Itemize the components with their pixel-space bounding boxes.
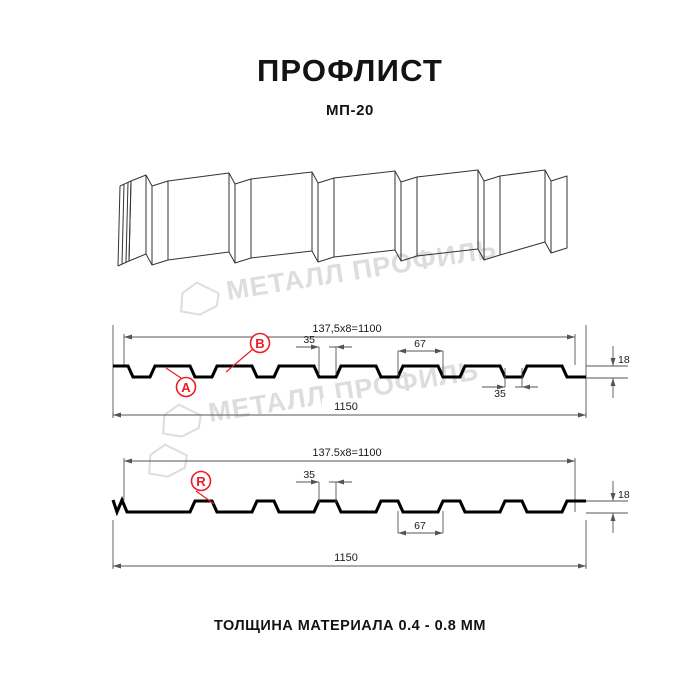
arrow-down xyxy=(610,493,616,501)
arrow-left xyxy=(124,334,132,340)
callout-circle xyxy=(190,470,212,492)
arrow-right xyxy=(578,412,586,418)
pitch-dimension-label-a-top: 35 xyxy=(303,334,315,346)
arrow-left xyxy=(113,563,121,569)
isometric-view xyxy=(117,169,568,267)
callout-r: R xyxy=(190,470,215,505)
module-dimension-line-a xyxy=(123,334,576,365)
arrow-left xyxy=(124,458,132,464)
profile-outline-a xyxy=(113,364,586,379)
arrow-left-in xyxy=(435,348,443,354)
rib-width-dimension-label-b: 67 xyxy=(414,520,426,532)
callout-label: B xyxy=(255,336,264,351)
arrow-right xyxy=(578,563,586,569)
section-b: 1150 137.5x8=1100 35 67 xyxy=(111,444,630,569)
watermark-isometric: МЕТАЛЛ ПРОФИЛЬ xyxy=(180,234,499,316)
material-thickness-note: ТОЛЩИНА МАТЕРИАЛА 0.4 - 0.8 ММ xyxy=(214,618,486,634)
arrow-left-in xyxy=(336,479,344,485)
watermark-section-a: МЕТАЛЛ ПРОФИЛЬ xyxy=(162,356,481,438)
arrow-right-in xyxy=(311,344,319,350)
arrow-right-in xyxy=(398,530,406,536)
rib-width-dimension-label-a: 67 xyxy=(414,338,426,350)
section-a: 1150 137,5x8=1100 35 67 xyxy=(112,320,630,418)
pitch-dimension-label-a-bottom: 35 xyxy=(494,388,506,400)
title-block: ПРОФЛИСТ МП-20 xyxy=(0,52,700,119)
pitch-dimension-a-top xyxy=(296,346,352,375)
callout-circle xyxy=(175,376,197,398)
arrow-right-in xyxy=(497,384,505,390)
arrow-left-in xyxy=(522,384,530,390)
callout-b: B xyxy=(225,332,271,373)
callout-a: A xyxy=(165,367,197,398)
module-dimension-label-a: 137,5x8=1100 xyxy=(312,323,381,335)
height-dimension-label-b: 18 xyxy=(618,489,630,501)
callout-label: A xyxy=(181,380,191,395)
callout-circle xyxy=(249,332,271,354)
pitch-dimension-label-b: 35 xyxy=(303,469,315,481)
module-dimension-label-b: 137.5x8=1100 xyxy=(312,447,381,459)
module-dimension-line-b xyxy=(123,458,576,512)
profile-outline-b xyxy=(111,495,586,517)
arrow-right-in xyxy=(398,348,406,354)
arrow-left-in xyxy=(336,344,344,350)
overall-dimension-label-a: 1150 xyxy=(334,401,358,413)
arrow-right-in xyxy=(311,479,319,485)
arrow-left-in xyxy=(435,530,443,536)
height-dimension-label-a: 18 xyxy=(618,354,630,366)
arrow-right xyxy=(567,458,575,464)
watermark-text: МЕТАЛЛ ПРОФИЛЬ xyxy=(224,234,499,306)
arrow-down xyxy=(610,358,616,366)
arrow-left xyxy=(113,412,121,418)
watermark-section-b xyxy=(148,443,188,478)
callout-label: R xyxy=(196,474,206,489)
arrow-right xyxy=(567,334,575,340)
arrow-up xyxy=(610,513,616,521)
overall-dimension-label-b: 1150 xyxy=(334,552,358,564)
page-title: ПРОФЛИСТ xyxy=(256,53,444,88)
arrow-up xyxy=(610,378,616,386)
page-subtitle: МП-20 xyxy=(326,102,374,119)
